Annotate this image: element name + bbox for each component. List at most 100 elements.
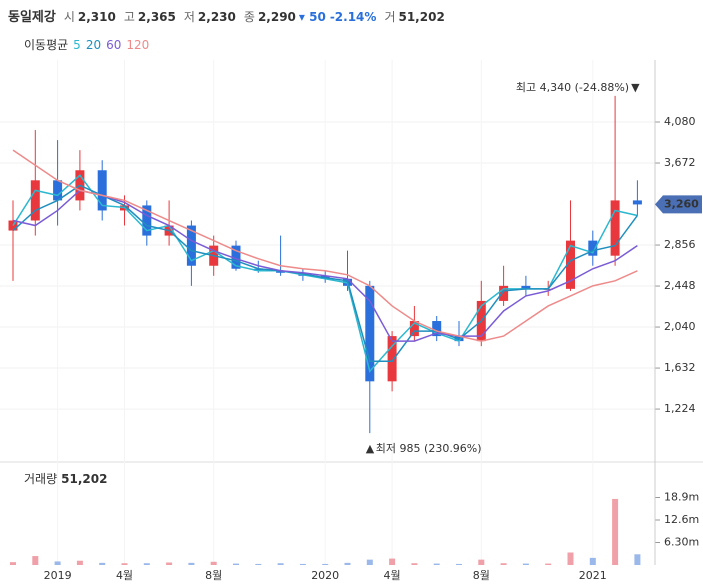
candle-body xyxy=(186,225,196,266)
candle-body xyxy=(142,205,152,236)
x-tick-label: 8월 xyxy=(205,569,222,582)
volume-bar xyxy=(634,554,641,565)
candle-body xyxy=(365,285,375,382)
low-arrow: ▲ xyxy=(366,442,375,455)
candle-body xyxy=(610,200,620,256)
header: 동일제강 시 2,310 고 2,365 저 2,230 종 2,290 ▾ 50 -2.14% 거 5… xyxy=(8,9,445,25)
volume-bar xyxy=(389,558,396,565)
volume-bar xyxy=(10,562,16,565)
legend-entry: 5 xyxy=(73,38,81,52)
volume-bar xyxy=(188,562,195,565)
volume-bar xyxy=(522,563,529,565)
volume-bar xyxy=(500,563,507,565)
high-arrow: ▼ xyxy=(631,81,640,94)
change-pct: -2.14% xyxy=(330,10,377,24)
stock-name: 동일제강 xyxy=(8,9,56,25)
candle-body xyxy=(8,220,18,231)
candle-body xyxy=(588,240,598,256)
volume-bar xyxy=(143,563,150,565)
volume-bar xyxy=(121,563,128,565)
quote-label: 저 xyxy=(184,10,195,24)
volume-bar xyxy=(567,552,574,565)
ma-line xyxy=(12,149,638,342)
quote-label: 종 xyxy=(244,10,255,24)
candle-body xyxy=(97,170,107,211)
low-note: 최저 985 (230.96%) xyxy=(376,442,482,455)
y-tick-label: 1,632 xyxy=(664,361,696,374)
candle-body xyxy=(432,321,442,337)
quote-value: 2,310 xyxy=(78,10,116,24)
y-tick-label: 12.6m xyxy=(664,513,699,526)
y-tick-label: 2,448 xyxy=(664,279,696,292)
volume-title-value: 51,202 xyxy=(61,472,107,486)
quote-value: 2,365 xyxy=(138,10,176,24)
y-tick-label: 2,040 xyxy=(664,320,696,333)
price-tag-label: 3,260 xyxy=(664,197,699,210)
candle-body xyxy=(566,240,575,289)
legend-entry: 20 xyxy=(86,38,101,52)
volume-bar xyxy=(210,561,217,565)
x-tick-label: 2019 xyxy=(44,569,72,582)
volume-bar xyxy=(478,559,485,565)
volume-bar xyxy=(344,562,351,565)
volume-title-label: 거래량 xyxy=(24,472,57,486)
volume-bar xyxy=(612,498,619,565)
candle-body xyxy=(30,180,40,221)
volume-bar xyxy=(299,563,306,565)
candle-body xyxy=(632,200,642,205)
candle-body xyxy=(499,285,509,301)
ma-line xyxy=(12,184,639,362)
x-tick-label: 4월 xyxy=(384,569,401,582)
ma-line xyxy=(12,189,638,342)
x-tick-label: 2021 xyxy=(579,569,607,582)
x-tick-label: 2020 xyxy=(311,569,339,582)
quote-value: 2,230 xyxy=(198,10,236,24)
volume-bar xyxy=(589,557,596,565)
volume-bar xyxy=(456,563,462,565)
y-tick-label: 4,080 xyxy=(664,115,696,128)
volume-bar xyxy=(277,563,284,565)
volume-bar xyxy=(411,563,418,565)
quote-label: 거 xyxy=(384,10,395,24)
x-tick-label: 8월 xyxy=(473,569,490,582)
volume-bar xyxy=(433,563,440,565)
y-tick-label: 3,672 xyxy=(664,156,696,169)
volume-bar xyxy=(76,560,83,565)
volume-bar xyxy=(366,559,373,565)
volume-bar xyxy=(99,562,106,565)
x-tick-label: 4월 xyxy=(116,569,133,582)
volume-bar xyxy=(233,563,239,565)
quote-value: 2,290 xyxy=(258,10,296,24)
candle-body xyxy=(521,285,531,289)
candle-body xyxy=(53,180,63,201)
volume-bar xyxy=(54,561,61,565)
legend-entry: 60 xyxy=(106,38,121,52)
candle-body xyxy=(409,321,419,337)
quote-value: 51,202 xyxy=(398,10,444,24)
legend-entry: 120 xyxy=(126,38,149,52)
volume-bar xyxy=(322,563,329,565)
y-tick-label: 18.9m xyxy=(664,491,699,504)
y-tick-label: 2,856 xyxy=(664,238,696,251)
volume-bar xyxy=(166,562,173,565)
volume-title: 거래량 51,202 xyxy=(24,472,107,486)
candle-body xyxy=(231,245,241,269)
high-note: 최고 4,340 (-24.88%) xyxy=(516,81,629,94)
price-tag xyxy=(655,195,702,214)
ma-legend: 이동평균 5 20 60 120 xyxy=(24,38,149,52)
change: ▾ 50 xyxy=(299,10,326,24)
volume-bar xyxy=(545,563,552,565)
y-tick-label: 6.30m xyxy=(664,536,699,549)
candle-body xyxy=(253,268,263,271)
volume-bar xyxy=(255,563,262,565)
volume-bar xyxy=(32,556,39,565)
candle-body xyxy=(387,336,397,382)
candle-body xyxy=(276,270,286,273)
quote-label: 시 xyxy=(64,10,75,24)
quote-label: 고 xyxy=(124,10,135,24)
ma-legend-label: 이동평균 xyxy=(24,38,68,52)
y-tick-label: 1,224 xyxy=(664,402,696,415)
